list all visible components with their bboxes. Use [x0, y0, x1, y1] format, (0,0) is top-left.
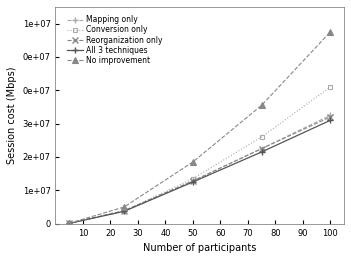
Conversion only: [259, 135, 264, 139]
No improvement: [67, 222, 71, 225]
Line: No improvement: No improvement: [66, 29, 333, 226]
No improvement: [328, 30, 332, 34]
Y-axis label: Session cost (Mbps): Session cost (Mbps): [7, 67, 17, 164]
Reorganization only: [191, 179, 195, 183]
No improvement: [122, 205, 126, 209]
Reorganization only: [122, 209, 126, 212]
Conversion only: [67, 222, 71, 225]
All 3 techniques: [122, 210, 126, 213]
All 3 techniques: [67, 222, 71, 225]
Conversion only: [328, 85, 332, 88]
All 3 techniques: [259, 150, 264, 153]
Reorganization only: [259, 147, 264, 150]
X-axis label: Number of participants: Number of participants: [143, 243, 257, 253]
Mapping only: [328, 114, 332, 117]
Legend: Mapping only, Conversion only, Reorganization only, All 3 techniques, No improve: Mapping only, Conversion only, Reorganiz…: [65, 13, 165, 67]
Mapping only: [67, 222, 71, 225]
Conversion only: [191, 177, 195, 180]
Line: Mapping only: Mapping only: [66, 112, 334, 227]
Mapping only: [191, 179, 195, 183]
No improvement: [259, 104, 264, 107]
Reorganization only: [328, 115, 332, 119]
Conversion only: [122, 209, 126, 212]
Line: Conversion only: Conversion only: [67, 84, 333, 226]
Line: All 3 techniques: All 3 techniques: [66, 117, 334, 227]
Reorganization only: [67, 222, 71, 225]
Line: Reorganization only: Reorganization only: [66, 113, 334, 227]
No improvement: [191, 160, 195, 164]
All 3 techniques: [328, 119, 332, 122]
Mapping only: [122, 209, 126, 212]
All 3 techniques: [191, 180, 195, 184]
Mapping only: [259, 147, 264, 150]
